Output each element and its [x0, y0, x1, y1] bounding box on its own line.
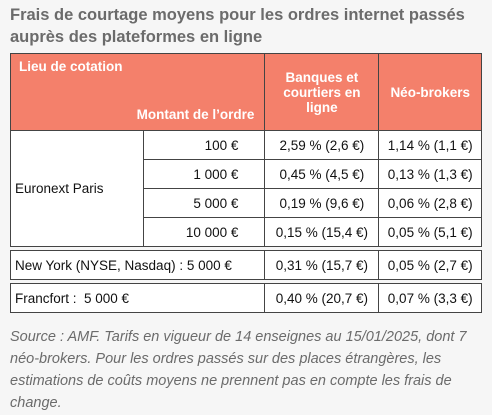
cell: 0,06 % (2,8 €) [378, 188, 482, 218]
source-note: Source : AMF. Tarifs en vigueur de 14 en… [10, 329, 467, 411]
place: Francfort : 5 000 € [9, 283, 266, 313]
cell: 0,45 % (4,5 €) [264, 159, 380, 189]
header-text: Lieu de cotation [19, 59, 123, 74]
amount: 10 000 € [142, 217, 266, 247]
cell: 2,59 % (2,6 €) [264, 130, 380, 160]
header-cell: Néo-brokers [378, 53, 482, 131]
header-cell: Banques et courtiers en ligne [264, 53, 380, 131]
header-text: Montant de l’ordre [136, 107, 255, 122]
cell: 0,05 % (2,7 €) [378, 250, 482, 280]
cell: 0,05 % (5,1 €) [378, 217, 482, 247]
header-row: Lieu de cotation Montant de l’ordre Banq… [9, 53, 482, 131]
amount: 5 000 € [142, 188, 266, 218]
title: Frais de courtage moyens pour les ordres… [10, 6, 465, 46]
place: New York (NYSE, Nasdaq) : 5 000 € [9, 250, 266, 280]
cell: 1,14 % (1,1 €) [378, 130, 482, 160]
header-cell: Lieu de cotation Montant de l’ordre [9, 53, 266, 131]
cell: 0,13 % (1,3 €) [378, 159, 482, 189]
cell: 0,07 % (3,3 €) [378, 283, 482, 313]
cell: 0,15 % (15,4 €) [264, 217, 380, 247]
amount: 1 000 € [142, 159, 266, 189]
fee-table: Lieu de cotation Montant de l’ordre Banq… [9, 53, 482, 313]
cell: 0,31 % (15,7 €) [264, 250, 380, 280]
place: Euronext Paris [10, 130, 144, 247]
cell: 0,19 % (9,6 €) [264, 188, 380, 218]
cell: 0,40 % (20,7 €) [264, 283, 380, 313]
amount: 100 € [142, 130, 266, 160]
